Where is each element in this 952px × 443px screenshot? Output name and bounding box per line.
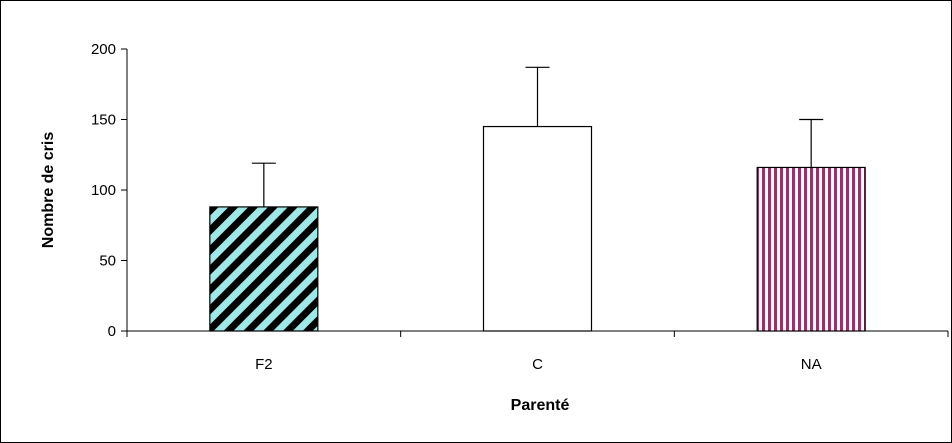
y-tick-label: 200 [91, 41, 116, 58]
x-axis: F2 C NA [126, 330, 949, 373]
x-tick-label: F2 [255, 356, 273, 373]
y-tick-label: 0 [108, 323, 116, 340]
bar-c [482, 125, 593, 332]
x-axis-title: Parenté [511, 397, 570, 414]
x-tick-label: C [532, 356, 543, 373]
y-axis-title: Nombre de cris [40, 132, 57, 249]
bar-na [756, 166, 866, 332]
y-tick-label: 150 [91, 112, 116, 129]
y-tick-label: 100 [91, 182, 116, 199]
x-tick-label: NA [801, 356, 822, 373]
y-tick-label: 50 [99, 253, 116, 270]
bar-f2 [209, 206, 319, 332]
bars [209, 66, 866, 332]
y-axis: 0 50 100 150 200 [91, 41, 128, 340]
